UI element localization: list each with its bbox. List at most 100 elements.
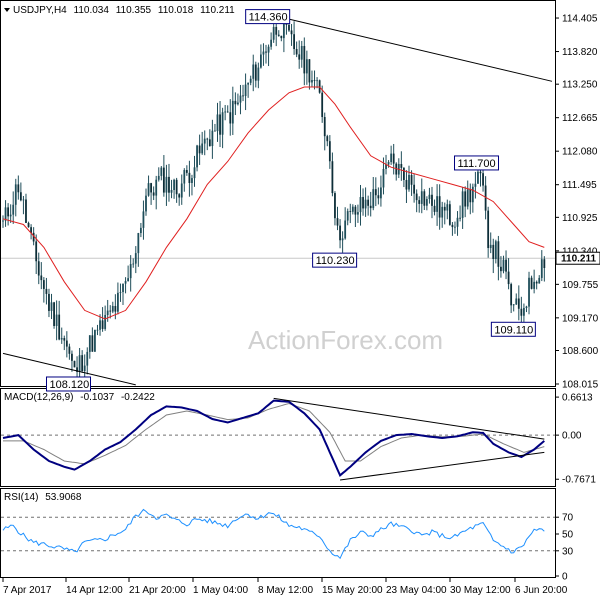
candle-body [275, 26, 278, 35]
candle-body [42, 280, 45, 289]
candle-body [464, 191, 467, 207]
candle-body [27, 222, 30, 228]
price-title: USDJPY,H4 110.034 110.355 110.018 110.21… [13, 5, 235, 16]
price-callouts: 114.360 110.230 111.700 109.110 108.120 [45, 9, 536, 392]
candle-body [305, 59, 308, 74]
candle-body [254, 64, 257, 81]
candle-body [528, 277, 530, 307]
candle-body [267, 46, 270, 53]
candle-body [224, 111, 227, 113]
candle-body [382, 169, 385, 188]
candle-body [477, 171, 479, 184]
candle-body [30, 227, 32, 233]
candle-body [208, 139, 211, 147]
candle-body [221, 112, 224, 135]
candle-body [328, 141, 331, 162]
candle-body [354, 206, 357, 215]
price-tick-label: 113.250 [562, 80, 598, 91]
candle-body [14, 184, 17, 205]
rsi-value: 53.9068 [45, 492, 82, 503]
candle-body [520, 308, 523, 316]
high-value: 110.355 [116, 5, 152, 16]
candle-body [359, 197, 362, 213]
candle-body [214, 130, 216, 132]
candle-body [137, 233, 140, 254]
candle-body [387, 162, 390, 165]
candle-body [76, 367, 78, 372]
candle-body [282, 19, 285, 39]
candle-body [50, 302, 53, 311]
candle-body [63, 338, 66, 341]
candle-body [244, 84, 247, 97]
candle-body [226, 111, 229, 113]
time-tick-label: 21 Apr 20:00 [129, 585, 186, 596]
candle-body [471, 186, 474, 203]
candle-body [428, 194, 431, 200]
candle-body [339, 225, 341, 241]
candle-body [377, 195, 380, 199]
candle-body [260, 54, 262, 68]
candle-body [119, 292, 122, 293]
candle-body [459, 217, 461, 219]
time-tick-label: 23 May 04:00 [386, 585, 447, 596]
candle-body [170, 189, 173, 193]
candle-body [469, 189, 472, 203]
price-callout-label: 114.360 [249, 12, 288, 24]
candle-body [32, 232, 35, 242]
candle-body [456, 217, 459, 227]
candle-body [234, 100, 237, 105]
candle-body [512, 304, 515, 306]
candle-body [196, 145, 198, 168]
candle-body [367, 199, 370, 206]
price-trendlines [2, 14, 553, 386]
price-callout-box [245, 9, 291, 25]
candle-body [178, 194, 181, 198]
price-callout-box [45, 376, 91, 392]
rsi-panel-frame [0, 488, 556, 578]
candle-body [81, 355, 84, 371]
moving-average [2, 86, 545, 320]
macd-signal-value: -0.2422 [121, 392, 155, 403]
candle-body [525, 306, 528, 308]
candle-body [35, 241, 38, 262]
time-tick-label: 14 Apr 12:00 [66, 585, 123, 596]
candle-body [415, 193, 418, 201]
candle-body [142, 211, 145, 228]
macd-tick-label: 0.6613 [562, 393, 593, 404]
candle-body [37, 261, 40, 276]
candle-body [502, 259, 505, 272]
candle-body [247, 82, 250, 85]
candle-body [78, 355, 81, 372]
price-tick-label: 111.495 [562, 180, 597, 191]
candle-body [229, 112, 232, 124]
candle-body [7, 207, 10, 217]
candle-body [298, 54, 301, 60]
candle-body [487, 210, 490, 249]
macd-value: -0.1037 [80, 392, 114, 403]
candle-body [369, 205, 372, 209]
candle-body [405, 179, 408, 190]
candle-body [272, 26, 275, 40]
rsi-tick-label: 70 [562, 513, 574, 524]
candle-body [262, 51, 265, 55]
candle-body [308, 59, 311, 83]
price-tick-label: 109.170 [562, 313, 599, 324]
candle-body [372, 189, 375, 209]
candle-body [9, 214, 12, 217]
candle-body [109, 310, 112, 312]
candle-body [344, 220, 347, 239]
candle-body [96, 329, 99, 331]
candle-body [466, 189, 469, 207]
candle-body [180, 183, 183, 198]
candle-body [334, 193, 336, 219]
candle-body [17, 184, 20, 193]
candle-body [517, 298, 520, 309]
candle-body [162, 167, 165, 193]
candle-body [114, 305, 117, 312]
price-panel-frame [0, 0, 556, 387]
candle-body [22, 199, 25, 201]
macd-panel-frame [0, 388, 556, 487]
candle-body [193, 167, 196, 179]
candle-body [494, 241, 497, 259]
candle-body [183, 170, 186, 184]
